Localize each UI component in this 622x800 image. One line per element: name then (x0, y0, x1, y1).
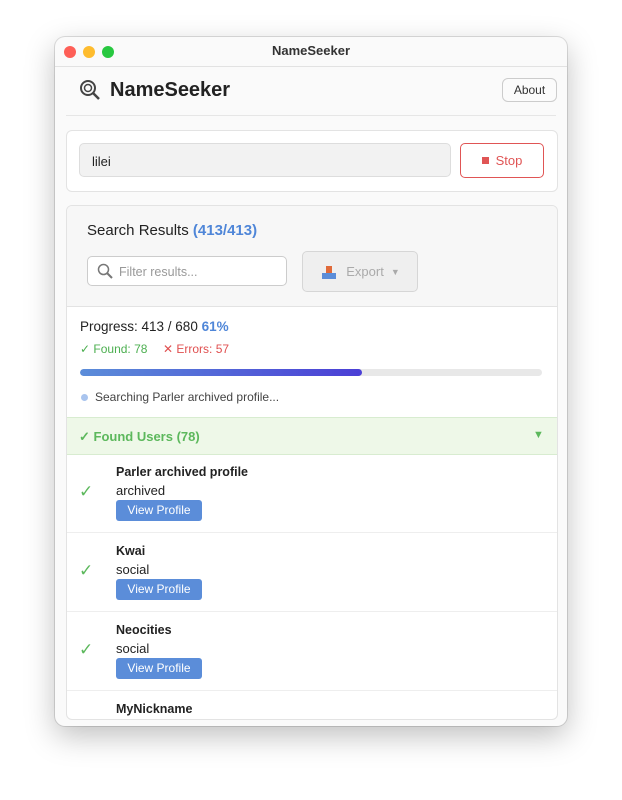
progress-percent: 61% (201, 319, 229, 334)
dropdown-arrow: ▼ (390, 266, 400, 277)
error-count: ✕ Errors: 57 (163, 342, 230, 356)
close-button[interactable] (64, 46, 76, 58)
progress-track (80, 369, 542, 376)
progress-count: Progress: 413 / 680 (80, 319, 198, 334)
filter-placeholder: Filter results... (119, 265, 198, 279)
window-title: NameSeeker (271, 43, 351, 58)
results-title: Search Results (413/413) (87, 222, 257, 239)
check-icon: ✓ (79, 561, 94, 580)
result-item: Neocities ✓ social View Profile (67, 612, 557, 691)
found-section-header[interactable]: ✓ Found Users (78) ▼ (67, 417, 557, 455)
minimize-button[interactable] (83, 46, 95, 58)
stop-icon (481, 157, 489, 164)
results-header: Search Results (413/413) Filter results.… (67, 206, 557, 307)
results-card: Search Results (413/413) Filter results.… (66, 205, 558, 720)
result-category: archived (116, 483, 166, 498)
search-input[interactable]: lilei (79, 143, 451, 177)
result-item: MyNickname (67, 691, 557, 719)
progress-label: Progress: 413 / 680 61% (80, 319, 229, 334)
check-icon: ✓ (79, 640, 94, 659)
export-icon (322, 265, 337, 279)
result-name: Kwai (116, 544, 146, 558)
found-section-title: ✓ Found Users (78) (79, 429, 200, 444)
filter-input[interactable]: Filter results... (87, 256, 287, 286)
status-text: Searching Parler archived profile... (95, 390, 280, 404)
found-count: ✓ Found: 78 (80, 342, 148, 356)
app-icon (80, 80, 100, 100)
app-name: NameSeeker (110, 79, 231, 101)
result-category: social (116, 562, 150, 577)
search-card: lilei Stop (66, 130, 558, 192)
result-name: Parler archived profile (116, 465, 249, 479)
export-button[interactable]: Export ▼ (302, 251, 418, 292)
result-name: MyNickname (116, 702, 193, 716)
about-button[interactable]: About (502, 78, 557, 102)
zoom-button[interactable] (102, 46, 114, 58)
collapse-arrow: ▼ (533, 429, 544, 441)
divider (66, 115, 556, 116)
progress-fill (80, 369, 362, 376)
view-profile-button[interactable]: View Profile (116, 579, 202, 600)
stop-label: Stop (495, 153, 523, 168)
result-category: social (116, 641, 150, 656)
results-title-text: Search Results (87, 222, 189, 239)
status-dot (81, 394, 88, 401)
export-label: Export (346, 264, 384, 279)
view-profile-button[interactable]: View Profile (116, 500, 202, 521)
divider (55, 66, 567, 67)
result-item: Parler archived profile ✓ archived View Pro… (67, 454, 557, 533)
window: NameSeeker NameSeeker About lilei Stop S… (55, 37, 567, 726)
view-profile-button[interactable]: View Profile (116, 658, 202, 679)
result-name: Neocities (116, 623, 172, 637)
result-item: Kwai ✓ social View Profile (67, 533, 557, 612)
found-list: Parler archived profile ✓ archived View Pro… (67, 454, 557, 719)
check-icon: ✓ (79, 482, 94, 501)
stop-button[interactable]: Stop (460, 143, 544, 178)
search-icon (97, 263, 113, 279)
results-count: (413/413) (192, 222, 258, 239)
